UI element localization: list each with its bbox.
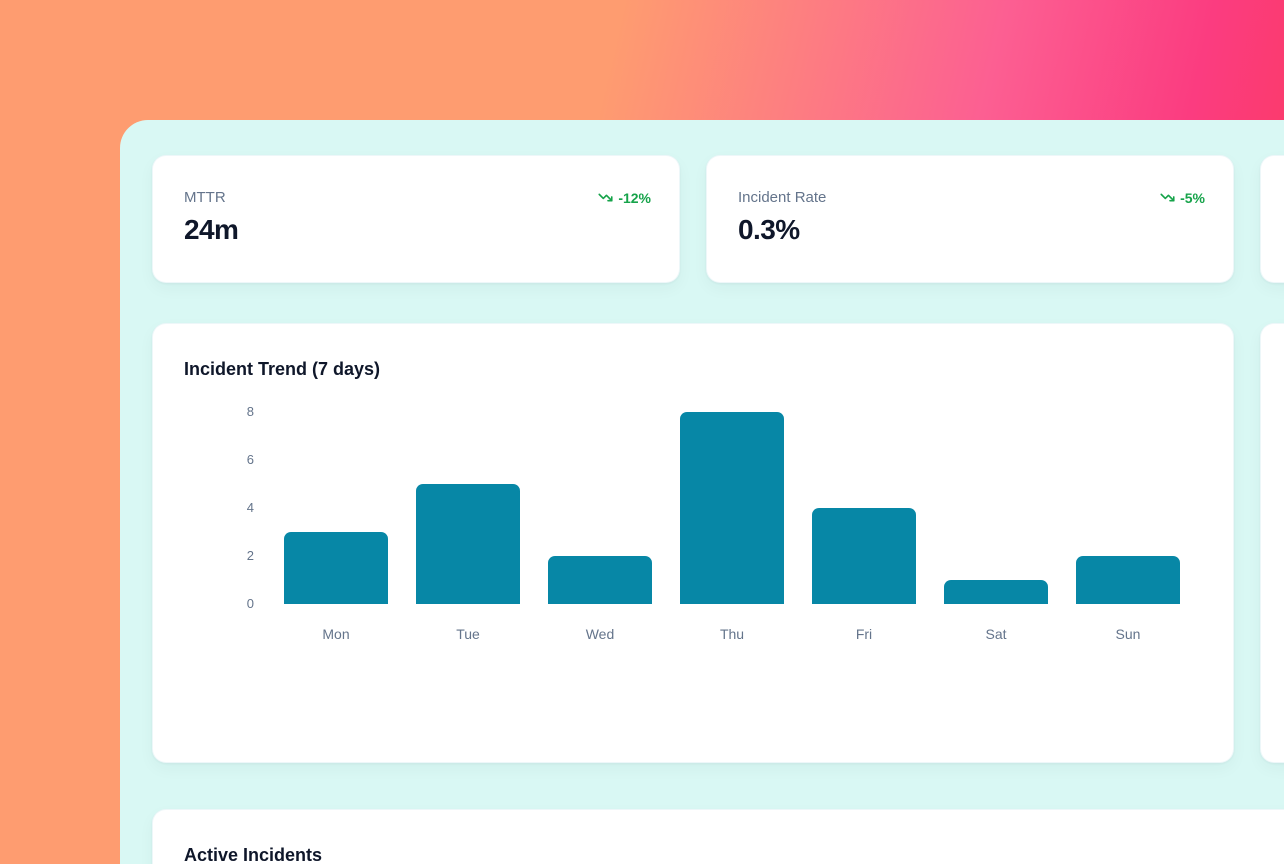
charts-row: Incident Trend (7 days) 0 2 4 6 8 Mon Tue Wed Th…: [152, 323, 1284, 763]
stats-row: MTTR -12% 24m Incident Rate: [152, 155, 1284, 283]
bar-thu[interactable]: [680, 412, 784, 604]
bar-mon[interactable]: [284, 532, 388, 604]
bar-tue[interactable]: [416, 484, 520, 604]
stat-delta-badge: -12%: [598, 190, 651, 206]
dashboard-panel: MTTR -12% 24m Incident Rate: [120, 120, 1284, 864]
stat-label: Incident Rate: [738, 189, 827, 206]
stat-card-header: Incident Rate -5%: [738, 189, 1205, 206]
x-axis-label: Wed: [585, 626, 615, 642]
bar-sun[interactable]: [1076, 556, 1180, 604]
trending-down-icon: [598, 190, 613, 205]
stat-value: 0.3%: [738, 214, 800, 245]
x-axis-label: Sat: [985, 626, 1007, 642]
stat-card-header: MTTR -12%: [184, 189, 651, 206]
y-axis-tick: 2: [246, 548, 254, 563]
side-card-partial: [1260, 323, 1284, 763]
trending-down-icon: [1160, 190, 1175, 205]
active-incidents-card: Active Incidents: [152, 809, 1284, 864]
y-axis-tick: 4: [246, 500, 254, 515]
y-axis-tick: 6: [246, 452, 254, 467]
chart-title: Incident Trend (7 days): [184, 359, 381, 379]
stat-card-mttr: MTTR -12% 24m: [152, 155, 680, 283]
incidents-title: Active Incidents: [184, 845, 323, 864]
stat-value: 24m: [184, 214, 239, 245]
stat-card-incident-rate: Incident Rate -5% 0.3%: [706, 155, 1234, 283]
stat-card-partial: [1260, 155, 1284, 283]
stat-delta-badge: -5%: [1160, 190, 1205, 206]
bar-wed[interactable]: [548, 556, 652, 604]
incident-trend-bar-chart: 0 2 4 6 8 Mon Tue Wed Thu Fri Sat Sun: [184, 404, 1196, 642]
bar-fri[interactable]: [812, 508, 916, 604]
y-axis-tick: 8: [246, 404, 254, 419]
x-axis-label: Mon: [322, 626, 350, 642]
incident-trend-card: Incident Trend (7 days) 0 2 4 6 8 Mon Tue Wed Th…: [152, 323, 1234, 763]
x-axis-label: Tue: [456, 626, 480, 642]
x-axis-label: Fri: [855, 626, 873, 642]
y-axis-tick: 0: [246, 596, 254, 611]
stat-delta-value: -5%: [1180, 189, 1205, 206]
bar-sat[interactable]: [944, 580, 1048, 604]
x-axis-label: Thu: [719, 626, 745, 642]
x-axis-label: Sun: [1115, 626, 1141, 642]
stat-delta-value: -12%: [618, 189, 651, 206]
stat-label: MTTR: [184, 189, 226, 206]
